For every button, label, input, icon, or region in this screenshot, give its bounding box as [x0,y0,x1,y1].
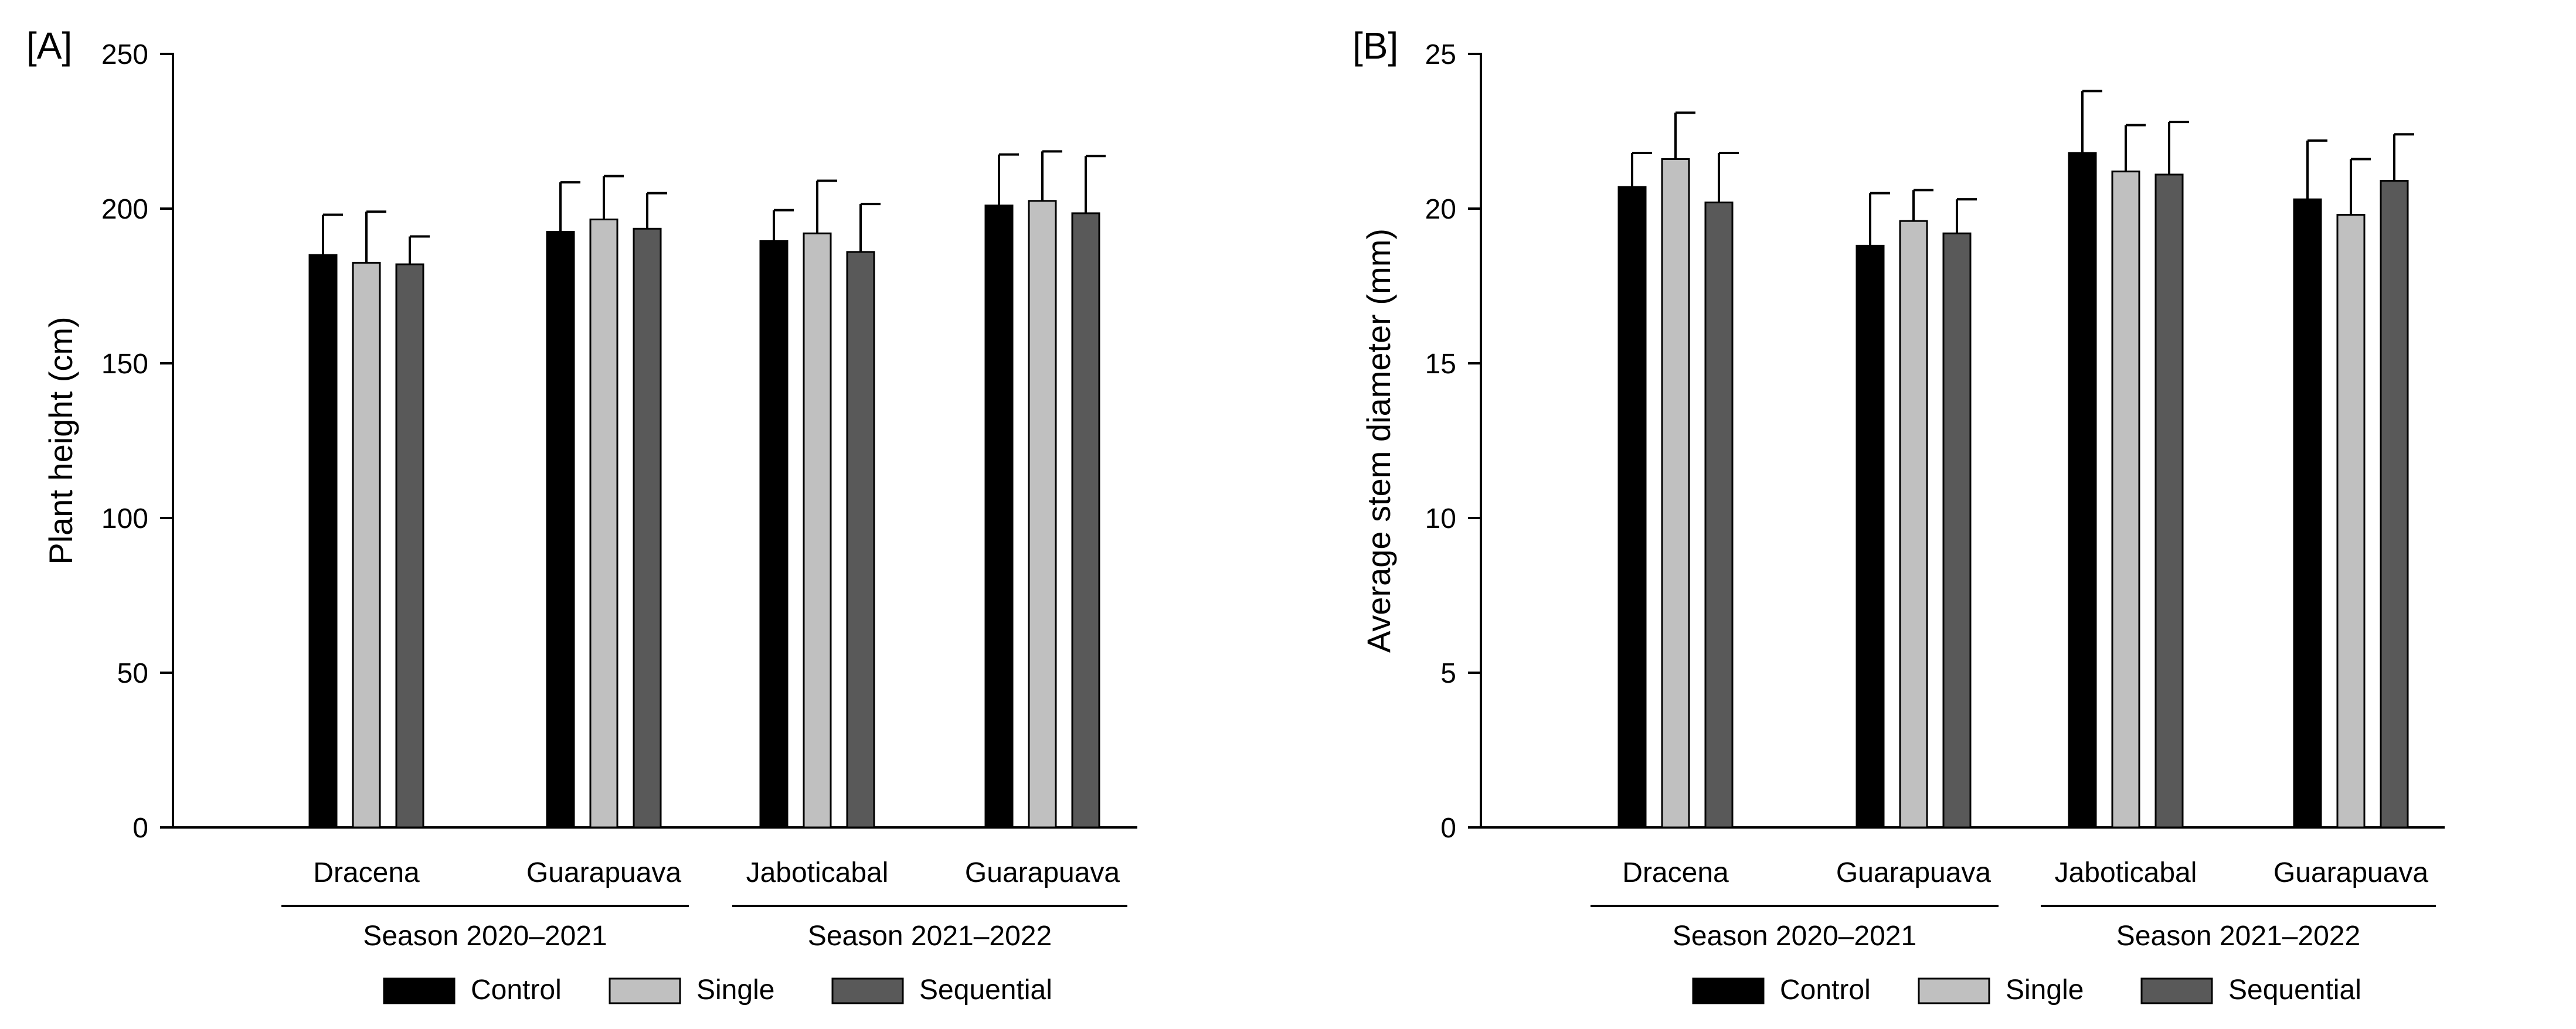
legend-label-control: Control [471,975,562,1006]
season-label: Season 2021–2022 [808,921,1052,952]
bar-sequential [633,227,662,829]
legend-swatch-control [1692,977,1765,1004]
legend-label-single: Single [2006,975,2084,1006]
bar-single [589,218,618,829]
panel-label: [A] [26,25,72,67]
y-tick-label: 150 [101,349,148,380]
y-axis-label: Plant height (cm) [42,316,79,564]
legend-swatch-single [609,977,681,1004]
y-tick-label: 250 [101,39,148,70]
x-category-label: Guarapuava [2273,857,2428,888]
y-tick-label: 25 [1425,39,1456,70]
season-label: Season 2020–2021 [363,921,607,952]
bar-control [546,231,575,829]
legend-label-control: Control [1780,975,1871,1006]
panel-label: [B] [1352,25,1398,67]
season-label: Season 2020–2021 [1673,921,1916,952]
season-label: Season 2021–2022 [2116,921,2360,952]
x-category-label: Guarapuava [1836,857,1991,888]
y-tick-label: 50 [117,658,148,689]
bar-sequential [2380,179,2409,829]
bar-single [1028,200,1057,829]
y-tick-label: 100 [101,503,148,534]
y-axis-label: Average stem diameter (mm) [1360,229,1397,653]
bar-single [1899,220,1928,829]
y-tick-label: 0 [132,813,148,844]
y-tick-label: 200 [101,194,148,225]
bar-single [2336,214,2366,829]
y-tick-label: 0 [1440,813,1456,844]
bar-control [759,240,789,829]
bar-single [1661,158,1690,829]
bar-sequential [1704,201,1734,829]
panel-a: [A] Plant height (cm) 0 50 100 150 200 250 Drace… [26,25,1137,1006]
bar-control [308,254,338,829]
legend-swatch-sequential [2140,977,2213,1004]
legend-label-single: Single [696,975,774,1006]
x-category-label: Jaboticabal [2055,857,2197,888]
bar-sequential [846,251,875,829]
bar-single [352,261,381,829]
bar-control [1617,186,1647,829]
x-category-label: Dracena [313,857,420,888]
x-category-label: Guarapuava [526,857,681,888]
legend-swatch-control [383,977,456,1004]
y-tick-label: 5 [1440,658,1456,689]
bar-control [2293,198,2322,829]
panel-b: [B] Average stem diameter (mm) 0 5 10 15 20 25 D… [1352,25,2445,1006]
bar-control [2068,152,2097,829]
bar-sequential [1071,212,1100,829]
bar-control [1855,244,1885,829]
legend-swatch-sequential [831,977,904,1004]
y-tick-label: 15 [1425,349,1456,380]
y-tick-label: 20 [1425,194,1456,225]
legend-label-sequential: Sequential [919,975,1052,1006]
x-category-label: Jaboticabal [746,857,889,888]
x-category-label: Dracena [1622,857,1729,888]
y-tick-label: 10 [1425,503,1456,534]
bar-sequential [2154,173,2184,829]
bar-single [803,232,832,829]
bar-control [984,205,1014,829]
bar-single [2111,171,2140,829]
x-category-label: Guarapuava [965,857,1120,888]
bar-sequential [395,263,424,829]
legend-swatch-single [1918,977,1990,1004]
bar-sequential [1942,232,1972,829]
legend-label-sequential: Sequential [2228,975,2361,1006]
